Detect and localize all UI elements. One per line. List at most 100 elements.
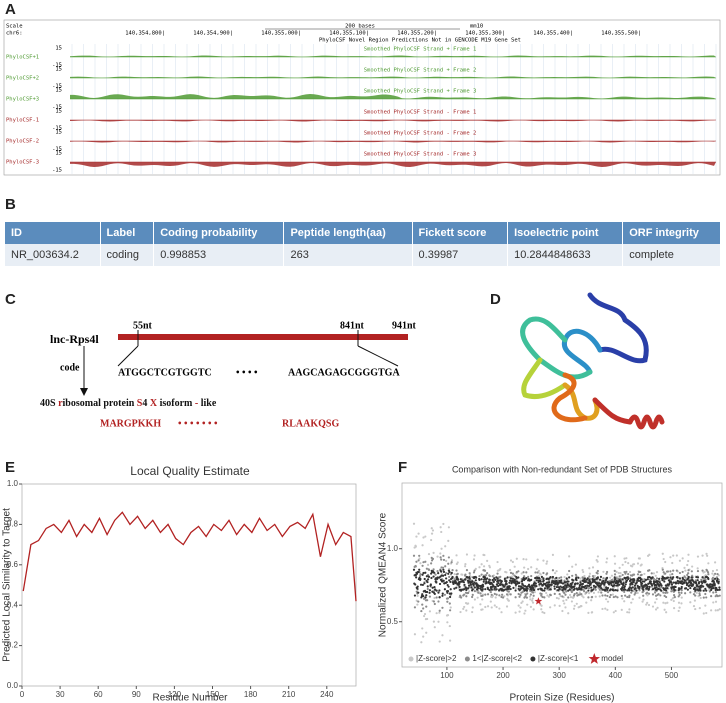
reference-point — [561, 586, 564, 589]
reference-point — [549, 576, 552, 579]
reference-point — [689, 586, 692, 590]
reference-point — [447, 585, 450, 588]
reference-point — [701, 554, 704, 557]
reference-point — [483, 577, 486, 580]
reference-point — [712, 591, 715, 594]
reference-point — [595, 577, 598, 581]
reference-point — [653, 587, 656, 590]
reference-point — [549, 594, 552, 597]
reference-point — [456, 561, 459, 564]
reference-point — [520, 580, 524, 583]
reference-point — [561, 609, 564, 613]
reference-point — [624, 560, 627, 564]
track-title: Smoothed PhyloCSF Strand + Frame 3 — [364, 89, 477, 95]
reference-point — [698, 581, 701, 584]
reference-point — [453, 587, 456, 590]
reference-point — [518, 610, 521, 613]
reference-point — [690, 576, 693, 579]
reference-point — [699, 589, 702, 592]
reference-point — [463, 583, 466, 586]
reference-point — [718, 588, 721, 591]
reference-point — [628, 608, 631, 611]
legend-label: model — [601, 654, 623, 663]
reference-point — [491, 578, 494, 582]
reference-point — [617, 571, 620, 575]
reference-point — [580, 593, 583, 596]
gene-name: lnc-Rps4l — [50, 332, 99, 346]
reference-point — [689, 591, 692, 594]
reference-point — [553, 572, 557, 575]
reference-point — [641, 600, 644, 603]
reference-point — [600, 587, 603, 590]
reference-point — [592, 588, 595, 591]
protein-name-part: 40S — [40, 398, 58, 409]
zoom-line — [357, 345, 399, 367]
reference-point — [571, 574, 574, 577]
reference-point — [707, 585, 710, 588]
reference-point — [480, 588, 483, 591]
reference-point — [670, 598, 673, 601]
reference-point — [598, 584, 601, 588]
reference-point — [549, 606, 552, 609]
reference-point — [638, 587, 641, 590]
scale-label: Scale — [6, 24, 23, 30]
reference-point — [417, 532, 420, 535]
reference-point — [547, 595, 551, 598]
reference-point — [417, 578, 420, 581]
reference-point — [686, 588, 689, 591]
reference-point — [436, 555, 439, 558]
reference-point — [439, 556, 442, 559]
reference-point — [575, 578, 578, 582]
reference-point — [639, 577, 642, 580]
reference-point — [424, 560, 427, 563]
reference-point — [664, 560, 667, 564]
reference-point — [441, 634, 444, 637]
reference-point — [532, 594, 535, 597]
reference-point — [669, 581, 672, 584]
reference-point — [423, 612, 427, 616]
reference-point — [546, 586, 549, 590]
reference-point — [712, 601, 715, 604]
reference-point — [536, 558, 539, 561]
reference-point — [545, 591, 548, 595]
y-axis-label: Normalized QMEAN4 Score — [378, 512, 389, 637]
reference-point — [446, 583, 449, 587]
x-tick-label: 240 — [320, 690, 334, 699]
reference-point — [662, 601, 665, 604]
reference-point — [438, 609, 441, 612]
reference-point — [524, 595, 527, 598]
reference-point — [604, 581, 607, 584]
reference-point — [675, 554, 678, 557]
reference-point — [515, 575, 518, 579]
reference-point — [462, 607, 465, 610]
reference-point — [590, 611, 593, 614]
reference-point — [419, 573, 422, 576]
reference-point — [432, 575, 435, 578]
assembly: mm10 — [470, 24, 483, 30]
reference-point — [628, 611, 631, 614]
column-header: ORF integrity — [622, 222, 721, 244]
reference-point — [556, 581, 559, 584]
reference-point — [630, 591, 633, 594]
reference-point — [519, 593, 522, 596]
reference-point — [424, 618, 428, 621]
x-tick-label: 0 — [20, 690, 25, 699]
reference-point — [702, 571, 705, 574]
reference-point — [482, 580, 485, 583]
protein-name-part: S — [137, 398, 143, 409]
reference-point — [478, 566, 481, 569]
reference-point — [520, 591, 523, 594]
reference-point — [419, 583, 423, 586]
y-tick-label: 0.2 — [7, 641, 19, 650]
reference-point — [537, 580, 540, 584]
reference-point — [623, 585, 626, 588]
reference-point — [563, 579, 566, 582]
reference-point — [613, 577, 617, 581]
reference-point — [712, 584, 715, 587]
reference-point — [484, 582, 487, 585]
legend-marker — [530, 656, 536, 662]
reference-point — [437, 576, 441, 579]
reference-point — [693, 581, 696, 584]
reference-point — [621, 573, 624, 577]
reference-point — [550, 583, 553, 586]
